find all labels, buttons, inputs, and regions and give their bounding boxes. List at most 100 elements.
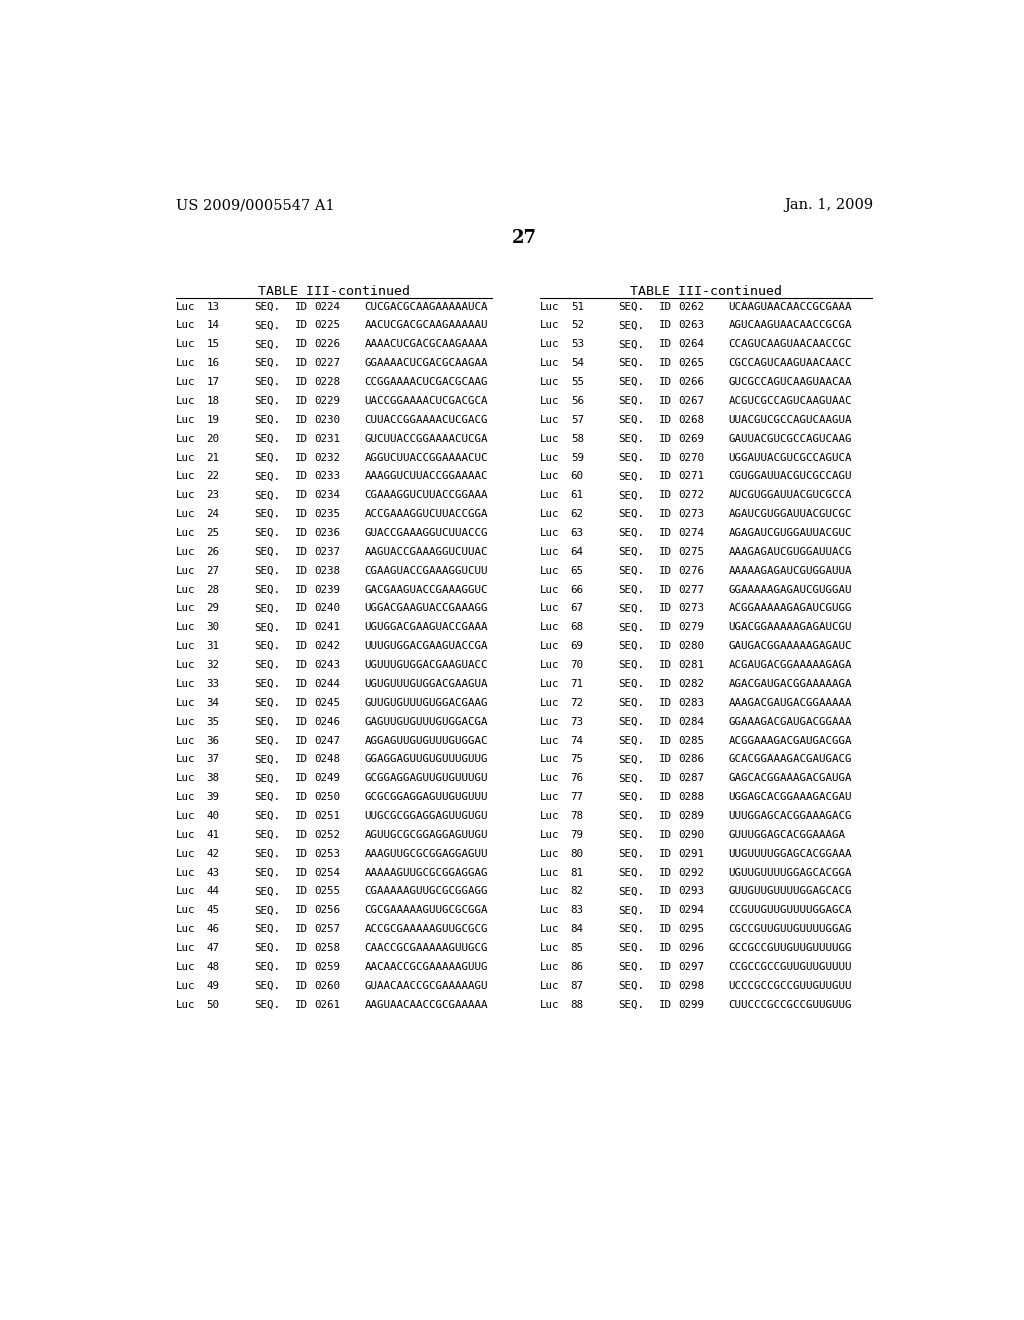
Text: 64: 64 [570, 546, 584, 557]
Text: 83: 83 [570, 906, 584, 915]
Text: ID: ID [295, 678, 307, 689]
Text: ID: ID [658, 378, 672, 387]
Text: 27: 27 [207, 566, 219, 576]
Text: ID: ID [658, 566, 672, 576]
Text: ID: ID [295, 867, 307, 878]
Text: ID: ID [295, 642, 307, 651]
Text: UUGUUUUGGAGCACGGAAA: UUGUUUUGGAGCACGGAAA [729, 849, 852, 859]
Text: 65: 65 [570, 566, 584, 576]
Text: Luc: Luc [176, 566, 196, 576]
Text: US 2009/0005547 A1: US 2009/0005547 A1 [176, 198, 335, 213]
Text: 0247: 0247 [314, 735, 340, 746]
Text: AAAAAGAGAUCGUGGAUUA: AAAAAGAGAUCGUGGAUUA [729, 566, 852, 576]
Text: SEQ.: SEQ. [618, 396, 644, 407]
Text: ID: ID [295, 981, 307, 991]
Text: Luc: Luc [176, 735, 196, 746]
Text: Luc: Luc [176, 585, 196, 594]
Text: ID: ID [658, 414, 672, 425]
Text: SEQ.: SEQ. [618, 735, 644, 746]
Text: ID: ID [658, 887, 672, 896]
Text: 28: 28 [207, 585, 219, 594]
Text: SEQ.: SEQ. [254, 981, 281, 991]
Text: 0251: 0251 [314, 810, 340, 821]
Text: Luc: Luc [176, 453, 196, 462]
Text: 0294: 0294 [678, 906, 705, 915]
Text: 0257: 0257 [314, 924, 340, 935]
Text: UCAAGUAACAACCGCGAAA: UCAAGUAACAACCGCGAAA [729, 302, 852, 312]
Text: GUCUUACCGGAAAACUCGA: GUCUUACCGGAAAACUCGA [365, 434, 487, 444]
Text: UGUGUUUGUGGACGAAGUA: UGUGUUUGUGGACGAAGUA [365, 678, 487, 689]
Text: SEQ.: SEQ. [618, 717, 644, 726]
Text: Luc: Luc [541, 962, 560, 972]
Text: Luc: Luc [541, 434, 560, 444]
Text: SEQ.: SEQ. [618, 830, 644, 840]
Text: 0276: 0276 [678, 566, 705, 576]
Text: SEQ.: SEQ. [618, 490, 644, 500]
Text: 76: 76 [570, 774, 584, 783]
Text: SEQ.: SEQ. [618, 849, 644, 859]
Text: CGCCGUUGUUGUUUUGGAG: CGCCGUUGUUGUUUUGGAG [729, 924, 852, 935]
Text: Luc: Luc [541, 585, 560, 594]
Text: 0284: 0284 [678, 717, 705, 726]
Text: Luc: Luc [541, 999, 560, 1010]
Text: SEQ.: SEQ. [254, 510, 281, 519]
Text: GUCGCCAGUCAAGUAACAA: GUCGCCAGUCAAGUAACAA [729, 378, 852, 387]
Text: 0225: 0225 [314, 321, 340, 330]
Text: ACCGCGAAAAAGUUGCGCG: ACCGCGAAAAAGUUGCGCG [365, 924, 487, 935]
Text: UGUGGACGAAGUACCGAAA: UGUGGACGAAGUACCGAAA [365, 622, 487, 632]
Text: ID: ID [658, 717, 672, 726]
Text: SEQ.: SEQ. [254, 810, 281, 821]
Text: 18: 18 [207, 396, 219, 407]
Text: AAGUACCGAAAGGUCUUAC: AAGUACCGAAAGGUCUUAC [365, 546, 487, 557]
Text: SEQ.: SEQ. [254, 678, 281, 689]
Text: 0249: 0249 [314, 774, 340, 783]
Text: ID: ID [658, 603, 672, 614]
Text: SEQ.: SEQ. [618, 585, 644, 594]
Text: SEQ.: SEQ. [254, 603, 281, 614]
Text: Luc: Luc [176, 358, 196, 368]
Text: 79: 79 [570, 830, 584, 840]
Text: GCGCGGAGGAGUUGUGUUU: GCGCGGAGGAGUUGUGUUU [365, 792, 487, 803]
Text: Luc: Luc [541, 810, 560, 821]
Text: ID: ID [658, 339, 672, 350]
Text: AGGUCUUACCGGAAAACUC: AGGUCUUACCGGAAAACUC [365, 453, 487, 462]
Text: ID: ID [658, 585, 672, 594]
Text: SEQ.: SEQ. [618, 378, 644, 387]
Text: Luc: Luc [541, 528, 560, 539]
Text: Luc: Luc [176, 924, 196, 935]
Text: 0298: 0298 [678, 981, 705, 991]
Text: ID: ID [295, 810, 307, 821]
Text: Luc: Luc [176, 999, 196, 1010]
Text: 49: 49 [207, 981, 219, 991]
Text: 0258: 0258 [314, 942, 340, 953]
Text: 37: 37 [207, 755, 219, 764]
Text: Luc: Luc [176, 471, 196, 482]
Text: 0224: 0224 [314, 302, 340, 312]
Text: SEQ.: SEQ. [618, 603, 644, 614]
Text: GAGCACGGAAAGACGAUGA: GAGCACGGAAAGACGAUGA [729, 774, 852, 783]
Text: 17: 17 [207, 378, 219, 387]
Text: AAAACUCGACGCAAGAAAA: AAAACUCGACGCAAGAAAA [365, 339, 487, 350]
Text: ID: ID [295, 755, 307, 764]
Text: 22: 22 [207, 471, 219, 482]
Text: ID: ID [295, 962, 307, 972]
Text: Luc: Luc [176, 510, 196, 519]
Text: 0283: 0283 [678, 698, 705, 708]
Text: AGACGAUGACGGAAAAAGA: AGACGAUGACGGAAAAAGA [729, 678, 852, 689]
Text: AAAGGUCUUACCGGAAAAC: AAAGGUCUUACCGGAAAAC [365, 471, 487, 482]
Text: Luc: Luc [541, 735, 560, 746]
Text: Luc: Luc [541, 358, 560, 368]
Text: Luc: Luc [176, 678, 196, 689]
Text: Luc: Luc [541, 942, 560, 953]
Text: Luc: Luc [541, 906, 560, 915]
Text: SEQ.: SEQ. [254, 321, 281, 330]
Text: 0252: 0252 [314, 830, 340, 840]
Text: 0240: 0240 [314, 603, 340, 614]
Text: SEQ.: SEQ. [618, 302, 644, 312]
Text: 0281: 0281 [678, 660, 705, 671]
Text: ID: ID [295, 622, 307, 632]
Text: 75: 75 [570, 755, 584, 764]
Text: 73: 73 [570, 717, 584, 726]
Text: ID: ID [295, 698, 307, 708]
Text: SEQ.: SEQ. [254, 849, 281, 859]
